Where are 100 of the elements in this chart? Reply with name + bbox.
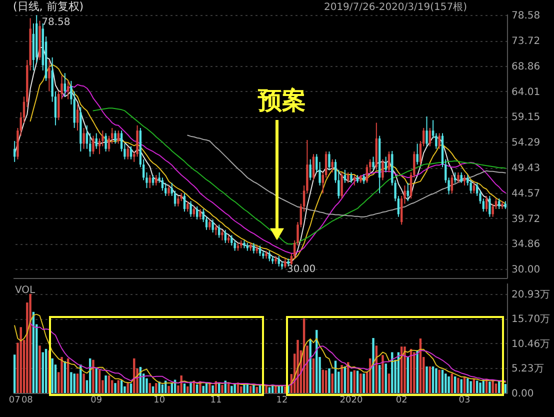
bar <box>441 370 444 393</box>
x-tick-label: 12 <box>276 396 288 406</box>
candlestick <box>199 208 202 220</box>
candlestick <box>82 127 85 150</box>
candlestick <box>114 130 116 144</box>
bar <box>76 374 79 393</box>
bar <box>444 374 447 393</box>
bar <box>406 356 409 393</box>
candlestick <box>258 245 262 257</box>
candlestick <box>382 158 384 181</box>
y-tick-label: 0.00 <box>512 388 534 400</box>
bar <box>476 380 478 393</box>
bar <box>384 364 387 393</box>
bar <box>457 378 460 393</box>
candlestick <box>457 172 460 184</box>
candlestick <box>104 132 107 152</box>
chart-subtitle: 2019/7/26-2020/3/19(157根) <box>324 1 468 13</box>
y-tick-label: 59.15 <box>512 112 540 124</box>
bar <box>360 374 362 393</box>
bar <box>92 360 94 393</box>
bar <box>114 383 116 393</box>
bar <box>221 384 224 393</box>
line-series <box>14 314 506 386</box>
candlestick <box>64 72 66 98</box>
candlestick <box>372 156 374 170</box>
candlestick <box>485 195 488 212</box>
bar <box>180 375 182 393</box>
bar <box>328 368 330 393</box>
candlestick <box>224 229 226 244</box>
chart-title: (日线, 前复权) <box>13 0 84 13</box>
x-tick-label: 02 <box>396 396 408 406</box>
bar <box>382 355 384 393</box>
bar <box>60 356 63 393</box>
bar <box>126 383 129 393</box>
bar <box>104 375 107 393</box>
bar <box>227 384 230 393</box>
candlestick <box>406 182 409 202</box>
bar <box>494 384 498 393</box>
annotation: 预案 <box>257 86 306 115</box>
bar <box>492 380 494 393</box>
candlestick <box>312 154 315 181</box>
candlestick <box>76 104 79 132</box>
bar <box>416 350 418 393</box>
bar <box>161 384 164 393</box>
bar <box>470 381 472 393</box>
candlestick <box>148 174 151 189</box>
bar <box>504 384 507 393</box>
candlestick <box>190 200 192 218</box>
y-tick-label: 64.01 <box>512 86 540 98</box>
bar <box>108 375 110 393</box>
bar <box>98 370 101 393</box>
bar <box>95 368 98 393</box>
bar <box>82 374 85 393</box>
bar <box>168 386 170 393</box>
candlestick <box>183 192 186 212</box>
y-tick-label: 10.46万 <box>512 338 550 350</box>
candlestick <box>388 150 390 173</box>
y-tick-label: 30.00 <box>512 264 540 276</box>
candlestick <box>155 174 158 186</box>
candlestick <box>309 158 312 181</box>
candlestick <box>284 258 286 269</box>
bar <box>196 384 198 393</box>
bar <box>488 382 491 393</box>
candlestick <box>221 229 224 241</box>
y-tick-label: 68.86 <box>512 61 540 72</box>
candlestick <box>168 184 170 196</box>
bar <box>404 346 406 393</box>
candlestick <box>92 135 94 155</box>
bar <box>29 294 32 393</box>
bar <box>350 372 352 393</box>
bar <box>426 366 428 393</box>
bar <box>73 374 76 393</box>
y-tick-label: 78.58 <box>512 10 540 22</box>
candlestick <box>48 60 50 92</box>
bar <box>130 384 132 393</box>
candlestick <box>460 172 462 184</box>
candlestick <box>350 172 352 184</box>
candlestick <box>498 198 500 210</box>
candlestick <box>152 174 154 186</box>
bar <box>13 354 16 393</box>
candlestick <box>252 242 255 254</box>
bar <box>435 368 438 393</box>
x-tick-label: 11 <box>210 396 222 406</box>
x-tick-label: 08 <box>21 396 34 406</box>
candlestick <box>126 146 129 160</box>
y-tick-label: 20.93万 <box>512 289 550 300</box>
x-tick-label: 03 <box>458 396 470 406</box>
bar <box>148 383 151 393</box>
bar <box>208 384 211 393</box>
bar <box>80 364 82 393</box>
candlestick <box>212 218 214 234</box>
bar <box>265 386 268 393</box>
bar <box>230 386 233 393</box>
bar <box>340 365 343 393</box>
bar <box>70 372 72 393</box>
bar <box>428 366 432 393</box>
bar <box>252 384 255 393</box>
candlestick <box>196 206 198 220</box>
candlestick <box>66 80 70 100</box>
y-tick-label: 5.23万 <box>512 364 544 375</box>
